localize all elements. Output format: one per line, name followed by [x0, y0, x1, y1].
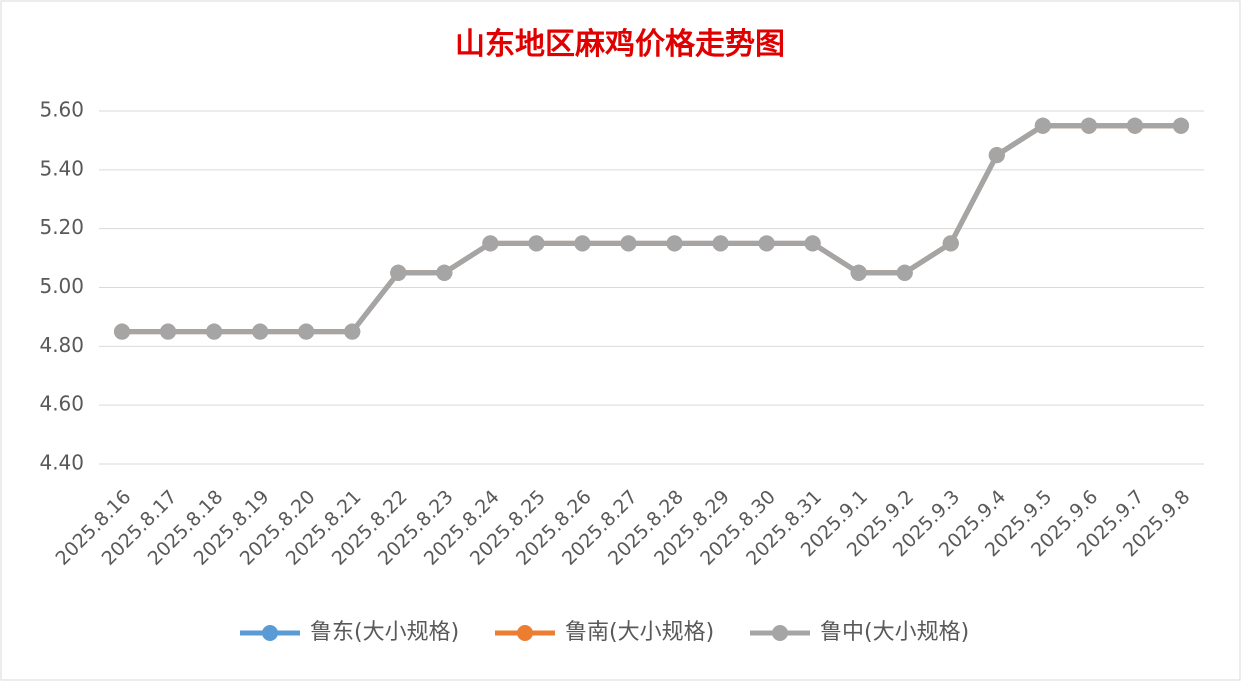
data-point	[1080, 117, 1097, 134]
data-point	[1034, 117, 1051, 134]
data-point	[988, 147, 1005, 164]
data-point	[1172, 117, 1189, 134]
data-point	[206, 323, 223, 340]
data-point	[436, 264, 453, 281]
data-point	[160, 323, 177, 340]
y-tick-label: 4.80	[39, 333, 84, 357]
y-tick-label: 5.00	[39, 274, 84, 298]
data-point	[482, 235, 499, 252]
y-tick-label: 5.20	[39, 215, 84, 239]
legend-label: 鲁南(大小规格)	[565, 620, 714, 645]
data-point	[528, 235, 545, 252]
data-point	[942, 235, 959, 252]
data-point	[574, 235, 591, 252]
chart-title: 山东地区麻鸡价格走势图	[455, 27, 785, 62]
data-point	[114, 323, 131, 340]
legend-marker	[517, 625, 533, 641]
data-point	[390, 264, 407, 281]
y-tick-label: 4.60	[39, 392, 84, 416]
data-point	[620, 235, 637, 252]
legend-marker	[772, 625, 788, 641]
data-point	[850, 264, 867, 281]
y-tick-label: 4.40	[39, 451, 84, 475]
data-point	[758, 235, 775, 252]
data-point	[896, 264, 913, 281]
data-point	[666, 235, 683, 252]
data-point	[298, 323, 315, 340]
legend-label: 鲁东(大小规格)	[310, 620, 459, 645]
data-point	[344, 323, 361, 340]
legend-label: 鲁中(大小规格)	[820, 620, 969, 645]
data-point	[252, 323, 269, 340]
y-tick-label: 5.60	[39, 98, 84, 122]
data-point	[712, 235, 729, 252]
y-tick-label: 5.40	[39, 156, 84, 180]
legend-marker	[262, 625, 278, 641]
data-point	[804, 235, 821, 252]
data-point	[1126, 117, 1143, 134]
